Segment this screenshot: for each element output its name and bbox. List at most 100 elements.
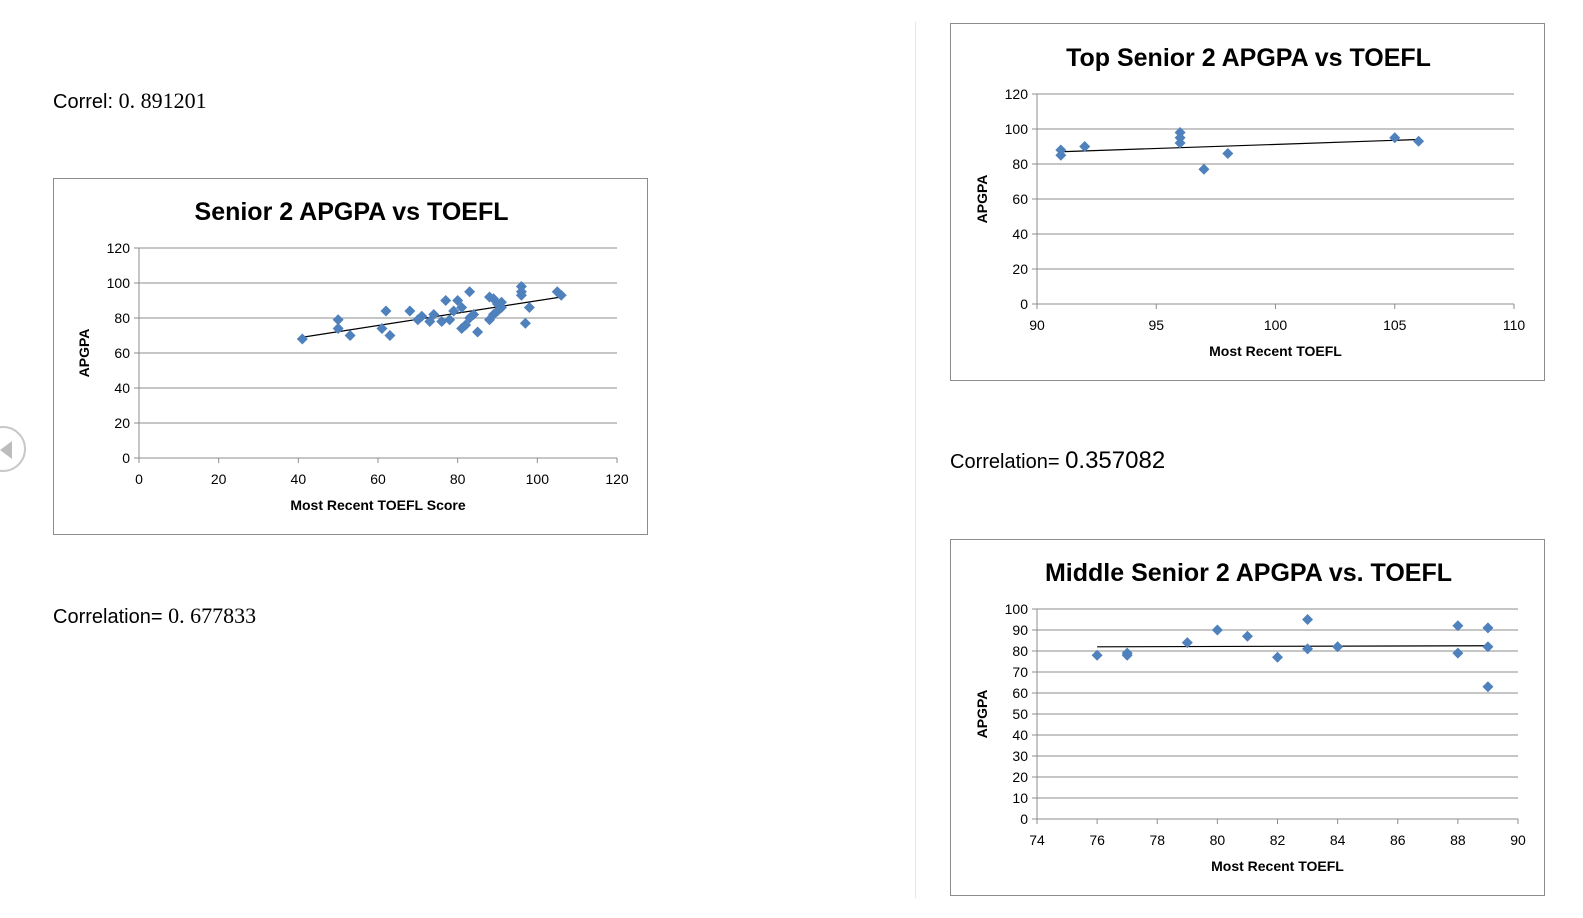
data-point (404, 305, 416, 317)
chart-title: Middle Senior 2 APGPA vs. TOEFL (1045, 559, 1452, 587)
data-point (332, 323, 344, 334)
data-point (1079, 141, 1091, 152)
y-tick-label: 20 (1012, 769, 1028, 785)
y-tick-label: 100 (1005, 601, 1029, 617)
correlation-value: 0.357082 (1065, 447, 1166, 474)
y-tick-label: 20 (1012, 261, 1028, 277)
x-tick-label: 82 (1270, 832, 1286, 848)
data-point (376, 323, 388, 334)
x-tick-label: 90 (1029, 317, 1045, 333)
x-tick-label: 95 (1148, 317, 1164, 333)
data-point (1121, 647, 1133, 659)
data-point (495, 296, 507, 308)
x-tick-label: 74 (1029, 832, 1045, 848)
x-tick-label: 40 (291, 471, 307, 487)
x-tick-label: 84 (1330, 832, 1346, 848)
data-point (296, 333, 308, 345)
y-tick-label: 120 (107, 240, 131, 256)
chart-title: Top Senior 2 APGPA vs TOEFL (1066, 44, 1431, 72)
data-point (384, 330, 396, 341)
x-tick-label: 105 (1383, 317, 1407, 333)
x-axis-label: Most Recent TOEFL Score (290, 497, 466, 513)
data-point (1482, 622, 1494, 634)
chart-svg: Middle Senior 2 APGPA vs. TOEFL 0 10 20 30 40… (974, 559, 1526, 874)
x-tick-label: 20 (211, 471, 227, 487)
x-tick-label: 0 (135, 471, 143, 487)
data-point (1181, 637, 1193, 649)
correl-note-1: Correl: 0. 891201 (53, 88, 207, 114)
data-point (440, 295, 452, 306)
y-tick-label: 0 (1020, 296, 1028, 312)
data-point (1389, 132, 1401, 144)
y-tick-label: 0 (122, 450, 130, 466)
data-point (1198, 163, 1210, 175)
correl-value: 0. 891201 (118, 88, 207, 113)
data-point (380, 305, 392, 317)
correlation-label: Correlation= (53, 606, 169, 628)
data-point (464, 286, 476, 298)
data-point (515, 286, 527, 298)
data-point (1091, 649, 1103, 661)
data-point (428, 309, 440, 320)
x-tick-label: 100 (1264, 317, 1288, 333)
y-tick-label: 90 (1012, 622, 1028, 638)
data-point (456, 302, 468, 313)
x-tick-label: 90 (1510, 832, 1526, 848)
data-point (1272, 651, 1283, 663)
x-axis-label: Most Recent TOEFL (1211, 858, 1344, 874)
data-point (332, 314, 344, 326)
data-point (448, 305, 460, 317)
data-point (1241, 630, 1253, 642)
data-point (1452, 620, 1464, 632)
data-point (1452, 647, 1464, 659)
y-tick-label: 20 (114, 415, 130, 431)
y-tick-label: 60 (114, 345, 130, 361)
x-tick-label: 60 (370, 471, 386, 487)
chart-senior2-apgpa-vs-toefl: Senior 2 APGPA vs TOEFL 0 20 40 60 80 100 120 0 2… (53, 178, 648, 535)
y-axis-label: APGPA (974, 175, 990, 224)
y-tick-label: 80 (114, 310, 130, 326)
y-tick-label: 60 (1012, 191, 1028, 207)
y-tick-label: 50 (1012, 706, 1028, 722)
data-point (436, 316, 448, 327)
data-point (344, 330, 356, 341)
data-point (519, 317, 531, 329)
chart-svg: Senior 2 APGPA vs TOEFL 0 20 40 60 80 100 120 0 2… (76, 198, 629, 513)
y-tick-label: 80 (1012, 156, 1028, 172)
trendline (1097, 645, 1488, 648)
y-tick-label: 80 (1012, 643, 1028, 659)
x-tick-label: 86 (1390, 832, 1406, 848)
y-tick-label: 40 (114, 380, 130, 396)
data-point (416, 310, 428, 322)
x-tick-label: 76 (1089, 832, 1105, 848)
arrow-left-icon (0, 441, 12, 459)
x-tick-label: 80 (1210, 832, 1226, 848)
correlation-value: 0. 677833 (168, 603, 257, 628)
y-tick-label: 70 (1012, 664, 1028, 680)
correl-label: Correl: (53, 91, 119, 113)
x-tick-label: 80 (450, 471, 466, 487)
y-tick-label: 10 (1012, 790, 1028, 806)
y-tick-label: 120 (1005, 86, 1029, 102)
data-point (1055, 144, 1067, 156)
data-point (468, 309, 480, 320)
y-axis-label: APGPA (76, 329, 92, 378)
y-tick-label: 40 (1012, 727, 1028, 743)
y-tick-label: 60 (1012, 685, 1028, 701)
x-tick-label: 100 (526, 471, 550, 487)
chart-top-senior2-apgpa-vs-toefl: Top Senior 2 APGPA vs TOEFL 0 20 40 60 80 100 1… (950, 23, 1545, 381)
data-point (1211, 624, 1223, 636)
data-point (1222, 148, 1234, 159)
data-point (523, 302, 535, 313)
page-divider (915, 22, 916, 898)
chart-svg: Top Senior 2 APGPA vs TOEFL 0 20 40 60 80 100 1… (974, 44, 1525, 359)
previous-page-button[interactable] (0, 426, 26, 472)
x-tick-label: 120 (605, 471, 629, 487)
y-axis-label: APGPA (974, 690, 990, 739)
x-tick-label: 78 (1149, 832, 1165, 848)
x-axis-label: Most Recent TOEFL (1209, 343, 1342, 359)
y-tick-label: 100 (107, 275, 131, 291)
correlation-label: Correlation= (950, 451, 1066, 473)
y-tick-label: 30 (1012, 748, 1028, 764)
y-tick-label: 100 (1005, 121, 1029, 137)
